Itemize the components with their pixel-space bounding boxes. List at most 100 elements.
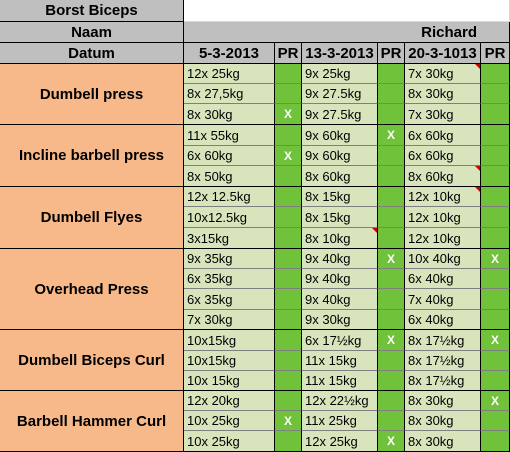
pr-cell[interactable] xyxy=(378,207,405,228)
set-value-cell[interactable]: 9x 60kg xyxy=(302,146,378,166)
pr-cell[interactable] xyxy=(481,289,510,310)
set-value-cell[interactable]: 11x 55kg xyxy=(184,125,275,146)
set-value-cell[interactable]: 7x 40kg xyxy=(405,289,481,310)
set-value-cell[interactable]: 10x 15kg xyxy=(184,371,275,391)
pr-cell[interactable] xyxy=(275,330,302,351)
set-value-cell[interactable]: 8x 30kg xyxy=(405,431,481,452)
pr-cell[interactable] xyxy=(378,64,405,84)
pr-cell[interactable] xyxy=(275,371,302,391)
pr-cell[interactable] xyxy=(275,431,302,452)
set-value-cell[interactable]: 10x15kg xyxy=(184,330,275,351)
pr-cell[interactable] xyxy=(378,146,405,166)
pr-cell[interactable] xyxy=(275,351,302,371)
sheet-title[interactable]: Borst Biceps xyxy=(0,0,184,22)
pr-cell[interactable] xyxy=(481,125,510,146)
pr-cell[interactable] xyxy=(378,104,405,125)
set-value-cell[interactable]: 10x 25kg xyxy=(184,431,275,452)
comment-indicator-icon[interactable] xyxy=(475,64,480,69)
set-value-cell[interactable]: 12x 12.5kg xyxy=(184,187,275,207)
set-value-cell[interactable]: 8x 50kg xyxy=(184,166,275,187)
set-value-cell[interactable]: 9x 40kg xyxy=(302,289,378,310)
comment-indicator-icon[interactable] xyxy=(372,228,377,233)
set-value-cell[interactable]: 8x 30kg xyxy=(184,104,275,125)
pr-cell[interactable]: X xyxy=(481,330,510,351)
empty-cell[interactable] xyxy=(184,0,510,22)
set-value-cell[interactable]: 8x 17½kg xyxy=(405,330,481,351)
set-value-cell[interactable]: 7x 30kg xyxy=(405,104,481,125)
set-value-cell[interactable]: 9x 27.5kg xyxy=(302,84,378,104)
exercise-name[interactable]: Dumbell press xyxy=(0,64,184,125)
pr-cell[interactable] xyxy=(378,187,405,207)
pr-cell[interactable]: X xyxy=(481,249,510,269)
set-value-cell[interactable]: 8x 15kg xyxy=(302,207,378,228)
pr-cell[interactable] xyxy=(275,289,302,310)
set-value-cell[interactable]: 10x15kg xyxy=(184,351,275,371)
pr-cell[interactable] xyxy=(275,125,302,146)
pr-cell[interactable]: X xyxy=(378,249,405,269)
pr-cell[interactable] xyxy=(275,228,302,249)
set-value-cell[interactable]: 9x 40kg xyxy=(302,249,378,269)
pr-cell[interactable] xyxy=(378,411,405,431)
pr-cell[interactable] xyxy=(481,64,510,84)
datum-label[interactable]: Datum xyxy=(0,43,184,64)
pr-cell[interactable] xyxy=(275,187,302,207)
pr-cell[interactable]: X xyxy=(481,391,510,411)
pr-cell[interactable] xyxy=(275,310,302,330)
set-value-cell[interactable]: 12x 25kg xyxy=(302,431,378,452)
set-value-cell[interactable]: 10x12.5kg xyxy=(184,207,275,228)
pr-cell[interactable] xyxy=(481,310,510,330)
pr-cell[interactable] xyxy=(378,371,405,391)
pr-header[interactable]: PR xyxy=(378,43,405,64)
set-value-cell[interactable]: 12x 10kg xyxy=(405,207,481,228)
pr-cell[interactable] xyxy=(275,84,302,104)
pr-cell[interactable]: X xyxy=(275,411,302,431)
pr-cell[interactable] xyxy=(481,351,510,371)
person-name[interactable]: Richard xyxy=(184,22,510,43)
pr-cell[interactable] xyxy=(275,166,302,187)
set-value-cell[interactable]: 8x 30kg xyxy=(405,391,481,411)
set-value-cell[interactable]: 10x 40kg xyxy=(405,249,481,269)
set-value-cell[interactable]: 9x 27.5kg xyxy=(302,104,378,125)
pr-cell[interactable] xyxy=(378,289,405,310)
set-value-cell[interactable]: 10x 25kg xyxy=(184,411,275,431)
set-value-cell[interactable]: 8x 17½kg xyxy=(405,351,481,371)
set-value-cell[interactable]: 8x 60kg xyxy=(405,166,481,187)
pr-cell[interactable]: X xyxy=(275,146,302,166)
set-value-cell[interactable]: 6x 60kg xyxy=(184,146,275,166)
pr-cell[interactable] xyxy=(481,269,510,289)
set-value-cell[interactable]: 6x 60kg xyxy=(405,125,481,146)
pr-cell[interactable] xyxy=(275,249,302,269)
pr-cell[interactable] xyxy=(481,431,510,452)
pr-cell[interactable] xyxy=(275,391,302,411)
pr-cell[interactable] xyxy=(481,207,510,228)
pr-cell[interactable] xyxy=(481,411,510,431)
pr-cell[interactable] xyxy=(481,146,510,166)
pr-cell[interactable] xyxy=(481,187,510,207)
exercise-name[interactable]: Incline barbell press xyxy=(0,125,184,187)
set-value-cell[interactable]: 6x 40kg xyxy=(405,310,481,330)
set-value-cell[interactable]: 12x 20kg xyxy=(184,391,275,411)
set-value-cell[interactable]: 9x 40kg xyxy=(302,269,378,289)
exercise-name[interactable]: Dumbell Flyes xyxy=(0,187,184,249)
set-value-cell[interactable]: 8x 17½kg xyxy=(405,371,481,391)
set-value-cell[interactable]: 8x 60kg xyxy=(302,166,378,187)
set-value-cell[interactable]: 11x 15kg xyxy=(302,371,378,391)
pr-cell[interactable] xyxy=(378,84,405,104)
set-value-cell[interactable]: 9x 35kg xyxy=(184,249,275,269)
date-header[interactable]: 20-3-1013 xyxy=(405,43,481,64)
pr-cell[interactable] xyxy=(378,166,405,187)
pr-cell[interactable] xyxy=(378,351,405,371)
set-value-cell[interactable]: 6x 17½kg xyxy=(302,330,378,351)
set-value-cell[interactable]: 8x 10kg xyxy=(302,228,378,249)
pr-cell[interactable] xyxy=(481,104,510,125)
set-value-cell[interactable]: 7x 30kg xyxy=(184,310,275,330)
set-value-cell[interactable]: 6x 60kg xyxy=(405,146,481,166)
set-value-cell[interactable]: 12x 10kg xyxy=(405,187,481,207)
pr-header[interactable]: PR xyxy=(275,43,302,64)
pr-cell[interactable] xyxy=(275,207,302,228)
set-value-cell[interactable]: 12x 22½kg xyxy=(302,391,378,411)
set-value-cell[interactable]: 3x15kg xyxy=(184,228,275,249)
pr-cell[interactable]: X xyxy=(275,104,302,125)
set-value-cell[interactable]: 8x 30kg xyxy=(405,411,481,431)
pr-cell[interactable] xyxy=(275,64,302,84)
